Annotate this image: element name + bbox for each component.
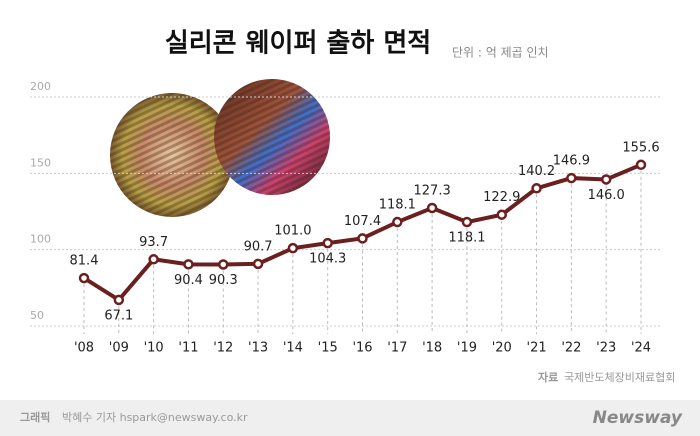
value-label: 107.4 — [344, 214, 381, 229]
value-label: 90.3 — [209, 273, 238, 288]
x-tick-label: '18 — [422, 341, 442, 356]
footer-credit: 박혜수 기자 hspark@newsway.co.kr — [62, 411, 248, 424]
x-tick-label: '14 — [283, 341, 303, 356]
value-label: 90.7 — [244, 239, 273, 254]
footer-logo: Newsway — [593, 408, 683, 428]
point — [113, 294, 125, 306]
x-tick-label: '17 — [387, 341, 407, 356]
value-label: 101.0 — [274, 224, 311, 239]
point — [78, 272, 90, 284]
value-label: 140.2 — [518, 164, 555, 179]
value-label: 81.4 — [70, 254, 99, 269]
value-label: 146.0 — [588, 188, 625, 203]
value-label: 118.1 — [379, 198, 416, 213]
chart-title: 실리콘 웨이퍼 출하 면적 — [165, 29, 431, 59]
x-tick-label: '16 — [352, 341, 372, 356]
point — [148, 254, 159, 265]
value-label: 67.1 — [104, 308, 133, 323]
point — [600, 174, 612, 185]
point — [426, 202, 438, 214]
point — [322, 237, 333, 249]
x-tick-label: '09 — [109, 341, 129, 356]
x-tick-label: '08 — [74, 341, 94, 356]
value-label: 122.9 — [483, 190, 520, 205]
footer-label: 그래픽 — [20, 410, 50, 424]
y-tick-label: 50 — [30, 309, 44, 322]
point — [566, 172, 577, 184]
point — [496, 209, 507, 220]
x-tick-label: '12 — [213, 341, 233, 356]
x-tick-label: '11 — [178, 341, 198, 356]
value-label: 155.6 — [622, 140, 659, 155]
point — [531, 183, 542, 194]
source-label: 자료 — [538, 370, 558, 384]
x-tick-label: '23 — [596, 341, 616, 356]
y-tick-label: 150 — [30, 156, 51, 169]
point — [461, 216, 473, 228]
footer-bar — [0, 400, 700, 436]
x-tick-label: '20 — [492, 341, 512, 356]
value-label: 93.7 — [139, 235, 168, 250]
subtitle: 단위 : 억 제곱 인치 — [452, 46, 549, 60]
wafer-illustration — [110, 79, 330, 217]
point — [218, 259, 229, 270]
x-tick-label: '19 — [457, 341, 477, 356]
x-tick-label: '10 — [144, 341, 164, 356]
value-label: 127.3 — [414, 183, 451, 198]
value-label: 118.1 — [448, 231, 485, 246]
y-tick-label: 200 — [30, 80, 51, 93]
value-label: 146.9 — [553, 154, 590, 169]
x-tick-label: '24 — [631, 341, 651, 356]
x-tick-label: '15 — [318, 341, 338, 356]
value-label: 104.3 — [309, 252, 346, 267]
point — [252, 258, 264, 270]
point — [287, 242, 299, 254]
source-text: 국제반도체장비재료협회 — [564, 371, 675, 384]
x-tick-label: '13 — [248, 341, 268, 356]
point — [635, 159, 647, 171]
point — [357, 233, 368, 244]
point — [392, 216, 403, 228]
y-tick-label: 100 — [30, 233, 51, 246]
x-tick-label: '21 — [527, 341, 547, 356]
x-tick-label: '22 — [561, 341, 581, 356]
point — [183, 259, 194, 270]
value-label: 90.4 — [174, 273, 203, 288]
